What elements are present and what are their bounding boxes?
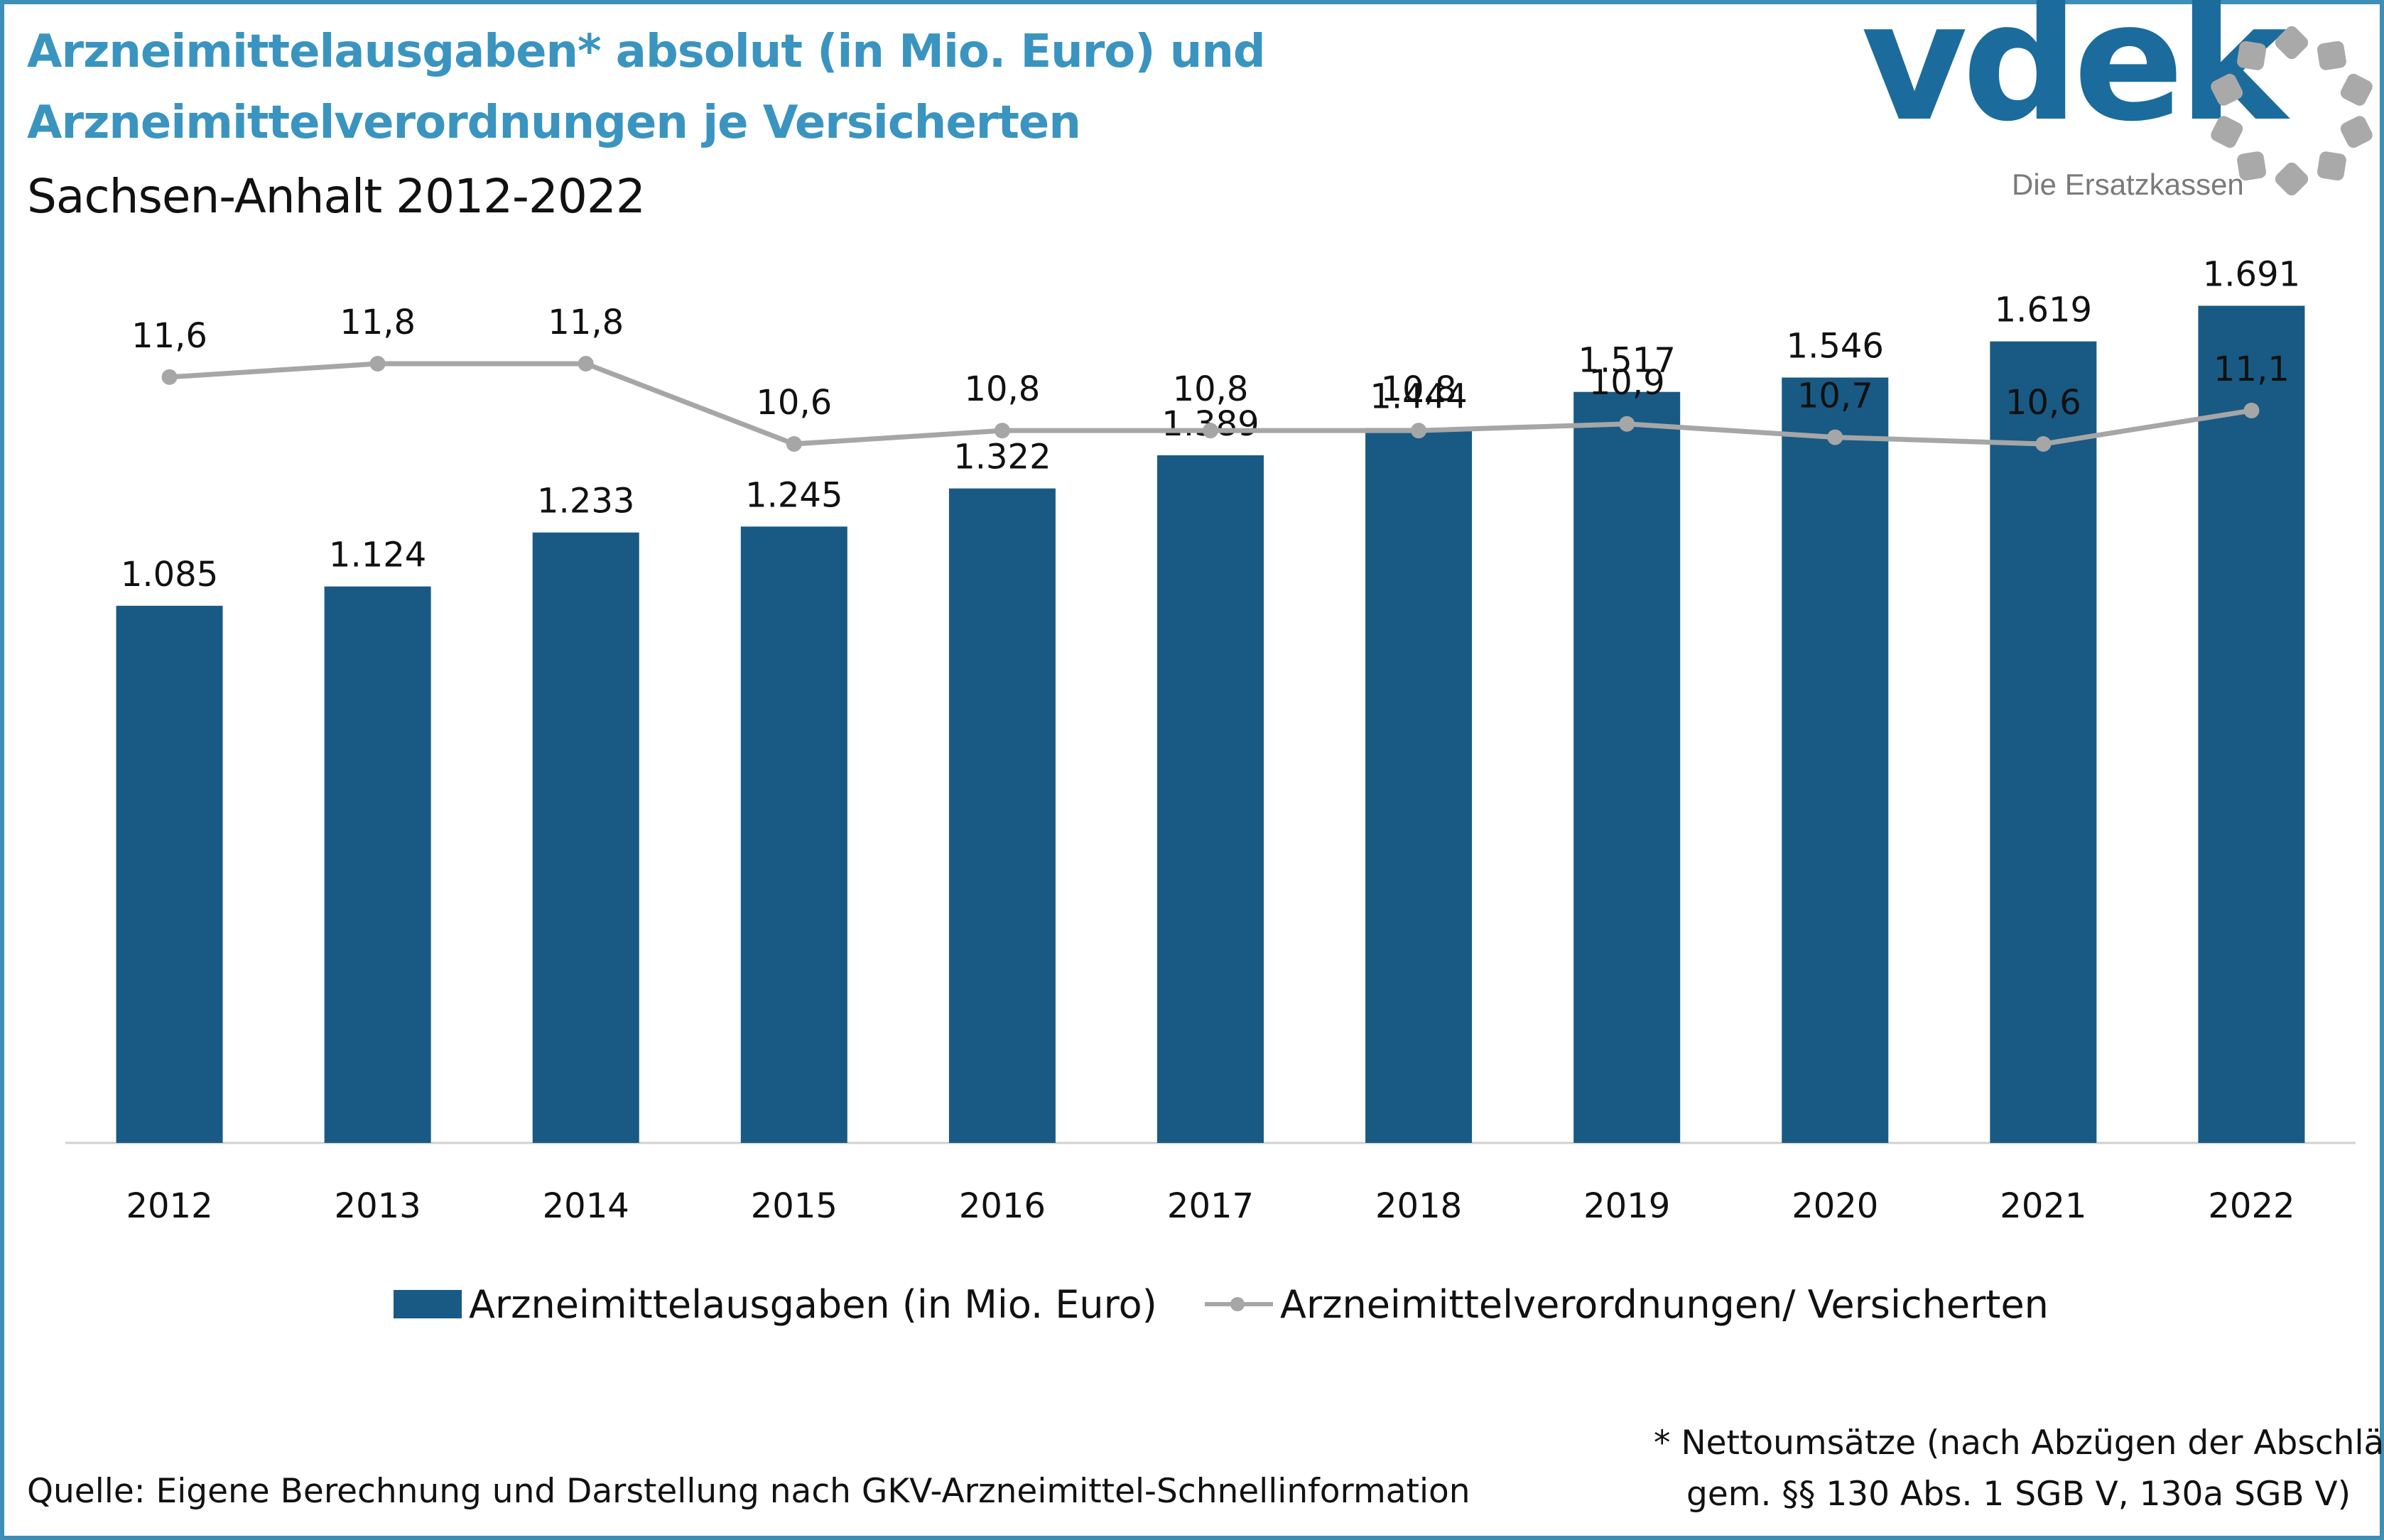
line-value-label: 10,6 <box>2005 383 2081 423</box>
x-tick-label: 2019 <box>1583 1186 1670 1226</box>
bar-value-label: 1.322 <box>953 438 1051 477</box>
bar-2019 <box>1573 391 1681 1143</box>
line-value-label: 11,6 <box>131 316 207 356</box>
legend-item-bar-series: Arzneimittelausgaben (in Mio. Euro) <box>394 1276 1157 1333</box>
legend-item-line-series: Arzneimittelverordnungen/ Versicherten <box>1205 1276 2049 1333</box>
line-point-2018 <box>1411 423 1427 439</box>
bar-value-label: 1.619 <box>1995 291 2092 330</box>
line-point-2014 <box>578 356 594 372</box>
chart-title-line-1: Arzneimittelausgaben* absolut (in Mio. E… <box>27 26 1266 78</box>
x-tick-label: 2020 <box>1792 1186 1878 1226</box>
legend-line-swatch <box>1205 1290 1273 1318</box>
source-note: Quelle: Eigene Berechnung und Darstellun… <box>27 1472 1470 1511</box>
footnote-line-2: gem. §§ 130 Abs. 1 SGB V, 130a SGB V) <box>1686 1475 2351 1514</box>
dot-ring-icon <box>2211 26 2373 196</box>
bar-2022 <box>2198 305 2305 1143</box>
logo-ring-dot <box>2237 40 2267 70</box>
line-point-2015 <box>786 436 802 452</box>
x-tick-label: 2022 <box>2208 1186 2294 1226</box>
logo-ring-dot <box>2317 40 2346 70</box>
x-tick-label: 2015 <box>751 1186 838 1226</box>
line-point-2020 <box>1827 429 1843 445</box>
line-value-label: 10,8 <box>1381 369 1457 409</box>
bar-2017 <box>1157 455 1264 1143</box>
line-point-2022 <box>2243 402 2260 418</box>
logo-tagline: Die Ersatzkassen <box>2012 168 2244 201</box>
legend-bar-label: Arzneimittelausgaben (in Mio. Euro) <box>469 1281 1157 1327</box>
legend-line-label: Arzneimittelverordnungen/ Versicherten <box>1280 1281 2049 1327</box>
bar-2020 <box>1782 377 1889 1144</box>
bar-2013 <box>324 586 431 1143</box>
logo-ring-dot <box>2211 116 2243 148</box>
chart-title-line-2: Arzneimittelverordnungen je Versicherten <box>27 97 1081 149</box>
bar-value-label: 1.444 <box>1370 377 1467 417</box>
chart-subtitle: Sachsen-Anhalt 2012-2022 <box>27 169 646 224</box>
combo-chart: 1.085 2012 1.124 2013 1.233 2014 1.245 2015 1.32… <box>65 254 2356 1226</box>
footnote-line-1: * Nettoumsätze (nach Abzügen der Abschlä… <box>1654 1424 2384 1463</box>
bar-value-label: 1.085 <box>121 555 218 595</box>
logo-ring-dot <box>2340 73 2373 106</box>
line-value-label: 10,9 <box>1589 363 1665 403</box>
bar-value-label: 1.546 <box>1787 327 1884 367</box>
bar-2012 <box>116 605 223 1143</box>
x-tick-label: 2018 <box>1375 1186 1462 1226</box>
line-point-2021 <box>2035 436 2052 452</box>
bar-value-label: 1.124 <box>329 536 426 575</box>
x-tick-label: 2017 <box>1167 1186 1254 1226</box>
logo-ring-dot <box>2317 151 2346 181</box>
bar-value-label: 1.691 <box>2203 254 2300 294</box>
line-point-2019 <box>1619 416 1635 432</box>
line-value-label: 11,8 <box>548 303 624 342</box>
line-point-2013 <box>369 356 386 372</box>
line-value-label: 10,6 <box>756 383 832 423</box>
x-tick-label: 2012 <box>126 1186 212 1226</box>
line-value-label: 10,8 <box>1173 369 1249 409</box>
chart-legend: Arzneimittelausgaben (in Mio. Euro) Arzn… <box>4 1276 2384 1333</box>
legend-bar-swatch <box>394 1290 462 1318</box>
line-point-2016 <box>994 423 1010 439</box>
bar-value-label: 1.233 <box>537 482 634 521</box>
line-value-label: 10,8 <box>964 369 1040 409</box>
logo-ring-dot <box>2275 26 2309 60</box>
logo-ring-dot <box>2340 116 2373 148</box>
x-tick-label: 2014 <box>543 1186 629 1226</box>
logo-wordmark: vdek <box>1861 0 2287 158</box>
bar-value-label: 1.517 <box>1578 341 1675 381</box>
x-tick-label: 2021 <box>2000 1186 2086 1226</box>
logo-ring-dot <box>2237 151 2267 181</box>
vdek-logo: vdek Die Ersatzkassen <box>1851 0 2377 206</box>
bar-value-label: 1.245 <box>745 475 842 515</box>
x-tick-label: 2013 <box>335 1186 421 1226</box>
bar-2021 <box>1990 341 2097 1143</box>
line-point-2017 <box>1203 423 1218 439</box>
bar-2018 <box>1365 428 1473 1143</box>
footnote: * Nettoumsätze (nach Abzügen der Abschlä… <box>1654 1418 2384 1520</box>
line-point-2012 <box>161 369 178 385</box>
line-value-label: 10,7 <box>1797 376 1873 416</box>
line-value-label: 11,8 <box>340 303 416 342</box>
x-tick-label: 2016 <box>959 1186 1046 1226</box>
line-value-label: 11,1 <box>2214 349 2290 389</box>
bar-2016 <box>948 488 1056 1143</box>
logo-ring-dot <box>2211 73 2243 106</box>
logo-ring-dot <box>2275 162 2309 196</box>
bar-2015 <box>740 526 847 1143</box>
bar-2014 <box>532 532 639 1143</box>
